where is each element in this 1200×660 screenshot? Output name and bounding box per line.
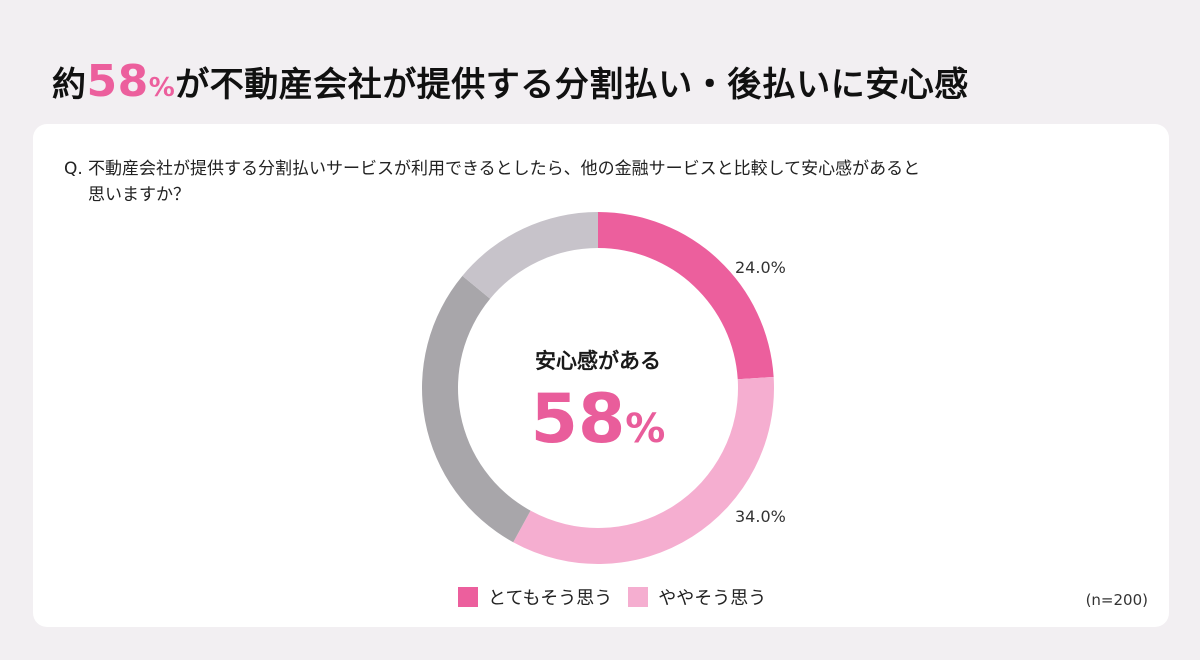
title-percent: %: [148, 73, 176, 103]
legend-item-somewhat: ややそう思う: [628, 584, 766, 610]
legend-label: ややそう思う: [658, 588, 767, 609]
legend-label: とてもそう思う: [488, 588, 613, 609]
donut-segment: [598, 212, 774, 380]
legend-swatch-icon: [628, 587, 649, 607]
segment-label-very-much: 24.0%: [735, 258, 786, 277]
donut-segment: [421, 275, 531, 543]
question-prefix: Q.: [64, 159, 83, 179]
sample-size: (n=200): [1085, 591, 1148, 609]
center-label: 安心感がある: [535, 349, 661, 373]
donut-segment: [462, 212, 598, 299]
question-line-1: 不動産会社が提供する分割払いサービスが利用できるとしたら、他の金融サービスと比較…: [88, 159, 921, 179]
question-line-2: 思いますか？: [88, 185, 190, 205]
title-suffix: が不動産会社が提供する分割払い・後払いに安心感: [175, 65, 969, 105]
title-number: 58: [86, 56, 149, 107]
title-prefix: 約: [52, 65, 87, 105]
legend-item-very-much: とてもそう思う: [458, 584, 612, 610]
legend-swatch-icon: [458, 587, 478, 607]
chart-legend: とてもそう思う ややそう思う: [458, 584, 782, 610]
survey-question: Q. 不動産会社が提供する分割払いサービスが利用できるとしたら、他の金融サービスと…: [64, 156, 920, 208]
center-value-unit: %: [625, 406, 666, 452]
center-value-number: 58: [530, 380, 626, 459]
donut-segment: [513, 376, 775, 565]
page-title: 約58%が不動産会社が提供する分割払い・後払いに安心感: [52, 56, 969, 107]
donut-segments: [421, 212, 775, 565]
segment-label-somewhat: 34.0%: [735, 507, 786, 526]
center-value: 58%: [498, 380, 698, 459]
